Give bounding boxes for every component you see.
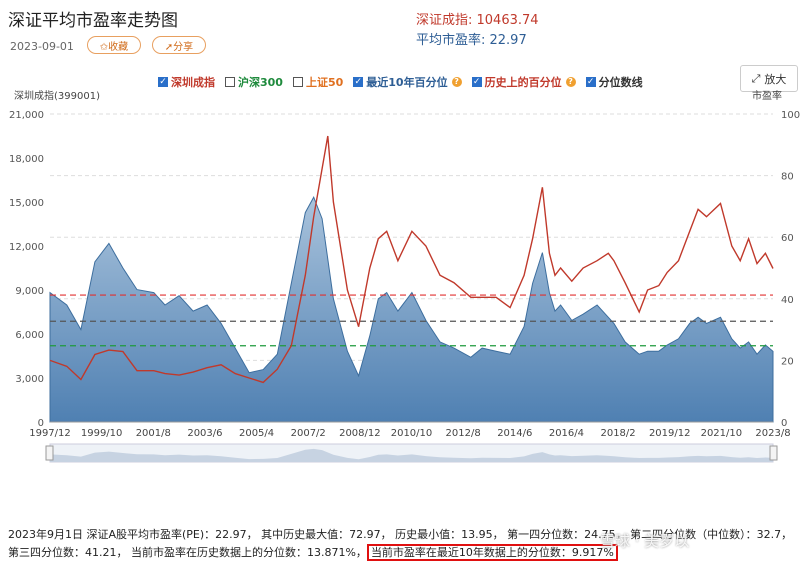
legend-item[interactable]: 上证50 — [292, 74, 344, 90]
x-tick: 2019/12 — [649, 428, 691, 439]
y-left-tick: 6,000 — [15, 330, 44, 341]
y-right-tick: 100 — [781, 110, 800, 121]
y-right-tick: 0 — [781, 418, 787, 429]
checkbox[interactable]: ✓ — [353, 77, 364, 87]
help-icon[interactable]: ? — [565, 77, 576, 87]
index-line — [49, 135, 774, 384]
pe-area — [49, 196, 774, 423]
x-tick: 2007/2 — [291, 428, 326, 439]
index-value: 深证成指: 10463.74 — [416, 13, 539, 28]
left-axis-label: 深圳成指(399001) — [14, 89, 100, 102]
right-axis-label: 市盈率 — [752, 89, 782, 102]
y-left-tick: 21,000 — [9, 110, 44, 121]
y-left-tick: 9,000 — [15, 286, 44, 297]
brand-watermark: 雪球 · 美岁以 — [600, 532, 690, 550]
x-tick: 2005/4 — [239, 428, 274, 439]
x-tick: 2023/8 — [755, 428, 790, 439]
date-label: 2023-09-01 — [10, 40, 74, 53]
legend-item[interactable]: ✓ 最近10年百分位? — [353, 74, 462, 90]
legend-item[interactable]: 沪深300 — [225, 74, 283, 90]
navigator-handle-left[interactable] — [45, 445, 54, 461]
navigator-handle-right[interactable] — [769, 445, 778, 461]
zoom-button[interactable]: ⤢ 放大 — [740, 65, 798, 92]
stats-line-1: 2023年9月1日 深证A股平均市盈率(PE)：22.97， 其中历史最大值：7… — [8, 528, 793, 541]
page-title: 深证平均市盈率走势图 — [8, 11, 178, 31]
legend: ✓ 深圳成指 沪深300 上证50 ✓ 最近10年百分位? ✓ 历史上的百分位? ✓ 分位数线 — [158, 74, 643, 90]
y-left-tick: 12,000 — [9, 242, 44, 253]
x-tick: 2016/4 — [549, 428, 584, 439]
highlight-box: 当前市盈率在最近10年数据上的分位数：9.917% — [366, 544, 618, 561]
legend-item[interactable]: ✓ 深圳成指 — [158, 74, 215, 90]
chart-area: 深圳成指(399001) 市盈率 21,000 18,000 15,000 12,000 9… — [9, 89, 800, 463]
y-right-tick: 80 — [781, 172, 794, 183]
favorite-button[interactable]: ✩收藏 — [87, 36, 141, 54]
legend-item[interactable]: ✓ 分位数线 — [585, 74, 643, 90]
x-tick: 2010/10 — [391, 428, 433, 439]
share-button[interactable]: ➚分享 — [152, 36, 206, 54]
y-right-tick: 60 — [781, 233, 794, 244]
x-tick: 2014/6 — [497, 428, 532, 439]
stats-footer: 2023年9月1日 深证A股平均市盈率(PE)：22.97， 其中历史最大值：7… — [8, 526, 798, 562]
legend-label: 最近10年百分位 — [366, 76, 448, 89]
checkbox[interactable]: ✓ — [471, 77, 482, 87]
chart-watermark: legulegu.com — [384, 195, 465, 209]
y-left-tick: 15,000 — [9, 198, 44, 209]
checkbox[interactable]: ✓ — [585, 77, 596, 87]
checkbox[interactable] — [292, 77, 303, 87]
y-left-tick: 0 — [38, 418, 44, 429]
legend-label: 上证50 — [305, 76, 344, 89]
x-tick: 2003/6 — [187, 428, 222, 439]
y-right-tick: 40 — [781, 295, 794, 306]
legend-item[interactable]: ✓ 历史上的百分位? — [471, 74, 576, 90]
x-tick: 2001/8 — [136, 428, 171, 439]
legend-label: 历史上的百分位 — [484, 76, 562, 89]
x-tick: 1997/12 — [29, 428, 71, 439]
stats-line-2: 第三四分位数：41.21， 当前市盈率在历史数据上的分位数：13.871%， — [8, 546, 367, 559]
y-left-tick: 3,000 — [15, 374, 44, 385]
y-right-tick: 20 — [781, 356, 794, 367]
x-tick: 2018/2 — [600, 428, 635, 439]
checkbox[interactable] — [225, 77, 235, 87]
x-tick: 2012/8 — [446, 428, 481, 439]
expand-icon: ⤢ — [751, 71, 761, 85]
y-left-tick: 18,000 — [9, 154, 44, 165]
legend-label: 沪深300 — [238, 76, 283, 89]
navigator-preview — [50, 448, 773, 462]
zoom-label: 放大 — [764, 72, 787, 86]
help-icon[interactable]: ? — [451, 77, 462, 87]
x-tick: 2008/12 — [339, 428, 381, 439]
x-tick: 1999/10 — [81, 428, 123, 439]
legend-label: 深圳成指 — [171, 76, 215, 89]
pe-value: 平均市盈率: 22.97 — [416, 33, 527, 48]
legend-label: 分位数线 — [598, 76, 643, 89]
checkbox[interactable]: ✓ — [158, 77, 168, 87]
x-tick: 2021/10 — [701, 428, 743, 439]
